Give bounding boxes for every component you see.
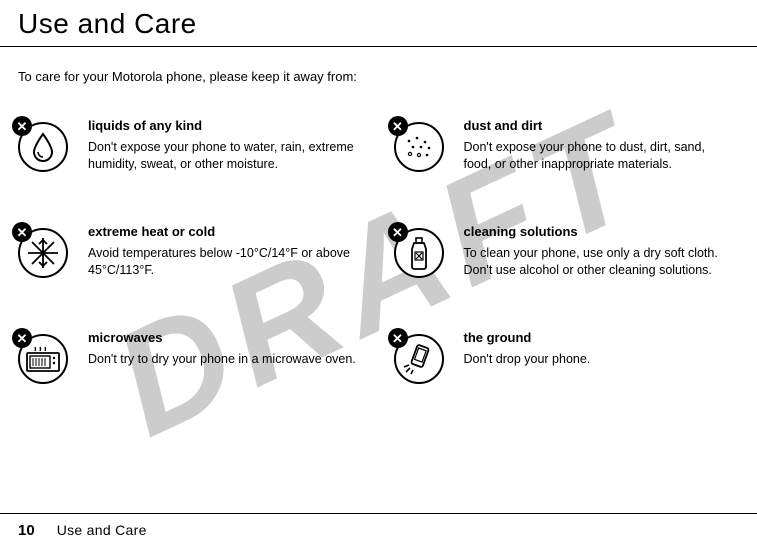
item-body: Don't expose your phone to water, rain, …	[88, 139, 358, 173]
x-badge-icon: ✕	[12, 116, 32, 136]
ground-icon: ✕	[394, 330, 450, 386]
page-title: Use and Care	[0, 0, 757, 47]
care-grid: ✕ liquids of any kind Don't expose your …	[0, 94, 757, 386]
item-heading: dust and dirt	[464, 118, 734, 133]
liquid-icon: ✕	[18, 118, 74, 174]
item-heading: liquids of any kind	[88, 118, 358, 133]
item-heading: cleaning solutions	[464, 224, 734, 239]
item-heat-cold: ✕ extreme heat or cold	[18, 224, 364, 280]
item-body: Don't drop your phone.	[464, 351, 591, 368]
item-heading: the ground	[464, 330, 591, 345]
item-dust: ✕ dust and dirt Don't expose your phone …	[394, 118, 740, 174]
intro-text: To care for your Motorola phone, please …	[0, 47, 757, 94]
item-ground: ✕ the ground Don't drop your phone.	[394, 330, 740, 386]
item-body: Don't try to dry your phone in a microwa…	[88, 351, 356, 368]
page-number: 10	[18, 522, 35, 539]
item-body: Don't expose your phone to dust, dirt, s…	[464, 139, 734, 173]
item-body: To clean your phone, use only a dry soft…	[464, 245, 734, 279]
x-badge-icon: ✕	[388, 222, 408, 242]
item-heading: microwaves	[88, 330, 356, 345]
heat-cold-icon: ✕	[18, 224, 74, 280]
page-footer: 10 Use and Care	[0, 513, 757, 539]
x-badge-icon: ✕	[12, 328, 32, 348]
item-cleaning: ✕ cleaning solutions To clean your phone…	[394, 224, 740, 280]
microwave-icon: ✕	[18, 330, 74, 386]
footer-section: Use and Care	[57, 522, 147, 538]
cleaning-icon: ✕	[394, 224, 450, 280]
x-badge-icon: ✕	[388, 116, 408, 136]
item-body: Avoid temperatures below -10°C/14°F or a…	[88, 245, 358, 279]
item-heading: extreme heat or cold	[88, 224, 358, 239]
x-badge-icon: ✕	[388, 328, 408, 348]
x-badge-icon: ✕	[12, 222, 32, 242]
item-liquids: ✕ liquids of any kind Don't expose your …	[18, 118, 364, 174]
item-microwave: ✕	[18, 330, 364, 386]
dust-icon: ✕	[394, 118, 450, 174]
